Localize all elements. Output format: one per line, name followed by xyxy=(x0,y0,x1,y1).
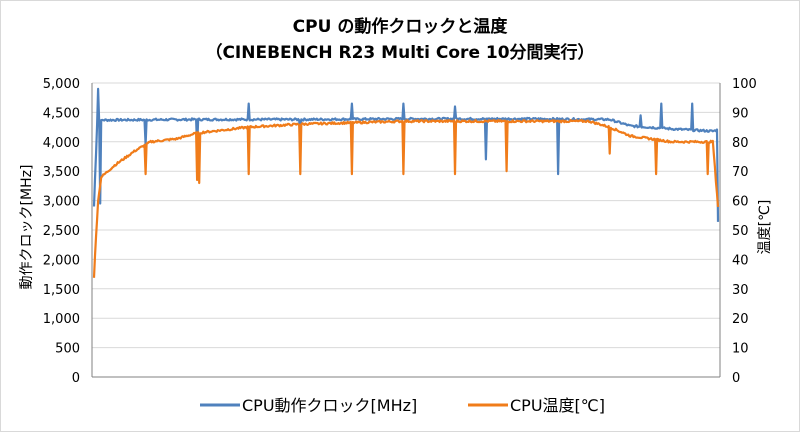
series xyxy=(92,87,720,278)
left-axis-ticks: 0 500 1,000 1,500 2,000 2,500 3,000 3,500 4,000 4… xyxy=(43,77,80,386)
right-tick-label: 20 xyxy=(732,312,749,327)
left-tick-label: 3,000 xyxy=(43,195,80,210)
left-tick-label: 5,000 xyxy=(43,77,80,92)
left-tick-label: 2,000 xyxy=(43,253,80,268)
right-tick-label: 10 xyxy=(732,342,749,357)
left-tick-label: 3,500 xyxy=(43,165,80,180)
temperature-series-line xyxy=(92,119,720,278)
gridlines xyxy=(92,82,720,378)
legend-label: CPU動作クロック[MHz] xyxy=(242,396,417,415)
right-tick-label: 70 xyxy=(732,165,749,180)
left-tick-label: 1,500 xyxy=(43,283,80,298)
clock-series-line xyxy=(92,87,720,222)
axes xyxy=(91,83,721,378)
chart-subtitle: （CINEBENCH R23 Multi Core 10分間実行） xyxy=(205,43,595,63)
right-tick-label: 60 xyxy=(732,195,749,210)
left-tick-label: 4,000 xyxy=(43,136,80,151)
left-tick-label: 4,500 xyxy=(43,106,80,121)
chart-title: CPU の動作クロックと温度 xyxy=(292,17,508,37)
left-tick-label: 2,500 xyxy=(43,224,80,239)
left-tick-label: 0 xyxy=(72,371,80,386)
left-tick-label: 500 xyxy=(55,342,80,357)
right-tick-label: 0 xyxy=(732,371,740,386)
left-tick-label: 1,000 xyxy=(43,312,80,327)
legend-label: CPU温度[℃] xyxy=(510,396,605,415)
right-tick-label: 50 xyxy=(732,224,749,239)
right-axis-ticks: 0 10 20 30 40 50 60 70 80 90 100 xyxy=(732,77,757,386)
right-tick-label: 100 xyxy=(732,77,757,92)
right-tick-label: 30 xyxy=(732,283,749,298)
left-axis-label: 動作クロック[MHz] xyxy=(19,165,35,290)
legend: CPU動作クロック[MHz] CPU温度[℃] xyxy=(200,396,605,415)
right-tick-label: 40 xyxy=(732,253,749,268)
right-tick-label: 80 xyxy=(732,136,749,151)
right-axis-label: 温度[℃] xyxy=(757,200,773,255)
right-tick-label: 90 xyxy=(732,106,749,121)
